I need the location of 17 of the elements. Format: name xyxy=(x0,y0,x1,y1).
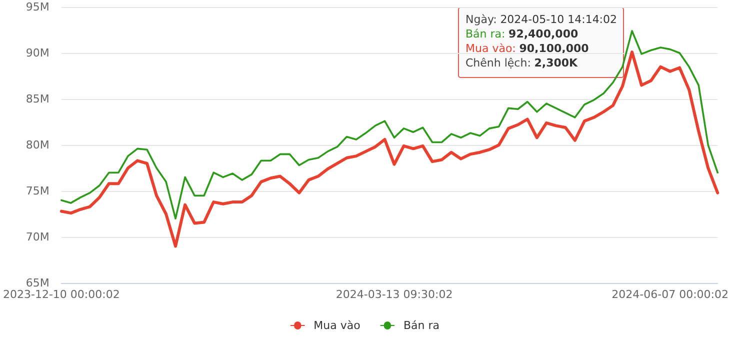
annotation: Mua vào: 90,100,000 xyxy=(466,42,590,55)
y-tick-label: 75M xyxy=(26,184,50,198)
annotation: Bán ra: 92,400,000 xyxy=(466,28,578,40)
annotation: Chênh lệch: 2,300K xyxy=(466,56,578,70)
x-tick-label: 2024-03-13 09:30:02 xyxy=(336,288,453,301)
y-tick-label: 70M xyxy=(26,230,50,244)
y-tick-label: 95M xyxy=(26,0,50,14)
y-tick-label: 65M xyxy=(26,276,50,290)
x-tick-label: 2024-06-07 00:00:02 xyxy=(612,288,728,301)
y-tick-label: 90M xyxy=(26,46,50,60)
annotation: Ngày: 2024-05-10 14:14:02 xyxy=(466,13,618,26)
y-tick-label: 80M xyxy=(26,138,50,152)
line-series xyxy=(60,30,719,220)
x-tick-label: 2023-12-10 00:00:02 xyxy=(3,288,120,301)
legend-label: Mua vào xyxy=(314,319,361,332)
y-tick-label: 85M xyxy=(26,92,50,106)
legend-label: Bán ra xyxy=(403,319,440,332)
